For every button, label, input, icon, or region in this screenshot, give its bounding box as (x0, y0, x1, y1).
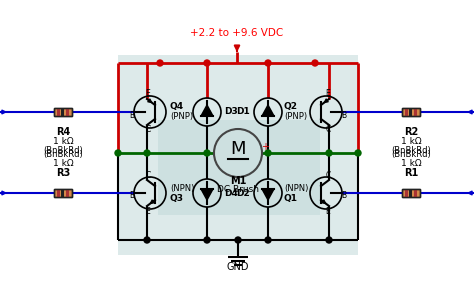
Text: R2: R2 (404, 127, 418, 137)
Text: (BnBkRd): (BnBkRd) (391, 145, 431, 155)
Bar (402, 108, 420, 116)
Bar (414, 189, 417, 197)
Text: C: C (146, 171, 151, 179)
Text: Q3: Q3 (170, 195, 184, 204)
Circle shape (265, 237, 271, 243)
Text: D2: D2 (236, 188, 250, 198)
Text: C: C (146, 125, 151, 135)
Text: (PNP): (PNP) (170, 112, 193, 122)
Polygon shape (262, 105, 274, 116)
Bar (405, 189, 408, 197)
Text: R3: R3 (56, 168, 70, 178)
Bar (405, 108, 408, 116)
Text: 1 kΩ: 1 kΩ (401, 136, 421, 145)
Text: D3: D3 (224, 108, 238, 116)
Text: 1 kΩ: 1 kΩ (401, 159, 421, 168)
Circle shape (144, 150, 150, 156)
Bar (57, 108, 60, 116)
Text: (PNP): (PNP) (284, 112, 307, 122)
Text: D4: D4 (224, 188, 238, 198)
Bar (54, 189, 72, 197)
Text: 1 kΩ: 1 kΩ (53, 136, 73, 145)
Text: +2.2 to +9.6 VDC: +2.2 to +9.6 VDC (191, 28, 283, 38)
Text: M1: M1 (230, 176, 246, 186)
Text: Q4: Q4 (170, 102, 184, 111)
Bar (414, 108, 417, 116)
Text: GND: GND (227, 262, 249, 272)
Text: D1: D1 (236, 108, 250, 116)
Text: (NPN): (NPN) (284, 184, 309, 192)
Text: R1: R1 (404, 168, 418, 178)
Bar (54, 108, 72, 116)
Circle shape (265, 60, 271, 66)
Bar (62, 189, 64, 197)
Circle shape (204, 150, 210, 156)
Bar (62, 108, 64, 116)
Circle shape (204, 237, 210, 243)
Circle shape (157, 60, 163, 66)
Text: DC Brush: DC Brush (217, 185, 259, 194)
Text: (BnBkRd): (BnBkRd) (391, 151, 431, 159)
Bar (66, 108, 69, 116)
Text: E: E (326, 88, 330, 98)
Bar (402, 189, 420, 197)
Text: 1 kΩ: 1 kΩ (53, 159, 73, 168)
Circle shape (144, 237, 150, 243)
Bar (402, 108, 420, 116)
Text: Q1: Q1 (284, 195, 298, 204)
Text: (BnBkRd): (BnBkRd) (43, 151, 83, 159)
Bar (158, 120, 320, 215)
Text: B: B (341, 111, 346, 119)
Bar (66, 189, 69, 197)
Circle shape (326, 237, 332, 243)
Text: B: B (129, 111, 135, 119)
Circle shape (235, 237, 241, 243)
Text: C: C (325, 171, 331, 179)
Text: Q2: Q2 (284, 102, 298, 111)
Text: B: B (129, 191, 135, 201)
Text: E: E (326, 208, 330, 217)
Polygon shape (201, 189, 213, 200)
Text: C: C (325, 125, 331, 135)
Text: R4: R4 (56, 127, 70, 137)
Circle shape (312, 60, 318, 66)
Bar (410, 189, 412, 197)
Text: (NPN): (NPN) (170, 184, 194, 192)
Bar (402, 189, 420, 197)
Text: (BnBkRd): (BnBkRd) (43, 145, 83, 155)
Text: M: M (230, 140, 246, 158)
Text: B: B (341, 191, 346, 201)
Bar (54, 189, 72, 197)
Text: E: E (146, 208, 150, 217)
Circle shape (115, 150, 121, 156)
Bar (57, 189, 60, 197)
Text: +: + (261, 142, 269, 152)
Polygon shape (262, 189, 274, 200)
Circle shape (355, 150, 361, 156)
Polygon shape (201, 105, 213, 116)
Bar (118, 55, 358, 255)
Circle shape (204, 60, 210, 66)
Circle shape (326, 150, 332, 156)
Circle shape (265, 150, 271, 156)
Bar (410, 108, 412, 116)
Text: E: E (146, 88, 150, 98)
Bar (54, 108, 72, 116)
